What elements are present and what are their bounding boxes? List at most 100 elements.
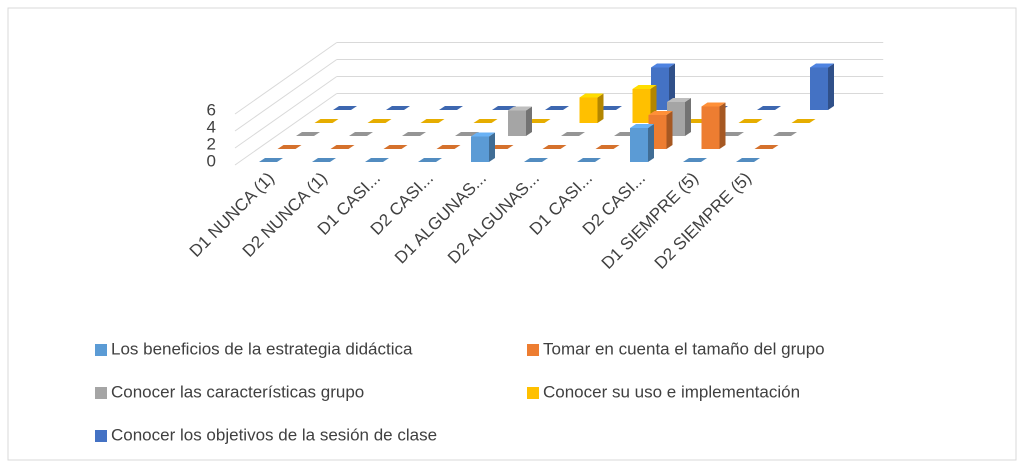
y-tick-label: 0 [207,151,216,170]
bar [579,93,604,123]
grid-line [234,93,338,166]
bar [489,145,514,149]
bar [365,158,389,162]
bar-side [648,124,654,162]
bar-top [365,158,389,162]
bar-top [542,145,567,149]
bar [492,106,516,110]
bar-top [791,119,816,123]
bar-top [595,145,620,149]
legend-label: Conocer las características grupo [111,382,364,401]
bar [436,145,461,149]
legend-swatch [527,344,539,356]
bar-top [526,119,551,123]
bar [277,145,302,149]
bar-top [632,85,657,89]
bar-front [632,89,651,123]
bar-side [526,106,532,136]
bar-top [420,119,445,123]
bar [757,106,781,110]
chart-border [7,7,1017,461]
bar [383,145,408,149]
bar-top [489,145,514,149]
bar [367,119,392,123]
bar-top [296,132,320,136]
bar-top [561,132,585,136]
bar-top [492,106,516,110]
bar [402,132,426,136]
legend-swatch [95,387,107,399]
bar [420,119,445,123]
grid-line [234,76,338,149]
bar-top [471,132,495,137]
bar-top [402,132,426,136]
bar-top [312,158,336,162]
bar-top [757,106,781,110]
bar-top [508,106,532,111]
bar-side [828,63,834,110]
bar [810,63,834,110]
bar-front [701,106,720,149]
bar-top [683,158,707,162]
y-tick-label: 4 [207,117,216,136]
bar [439,106,463,110]
bar [598,106,622,110]
bar [577,158,601,162]
bar-front [471,136,489,162]
bar-top [314,119,339,123]
bar-top [667,98,691,102]
grid-line [234,59,338,132]
bar-front [630,128,648,162]
bar [630,124,654,162]
bar-side [685,98,691,136]
bar-top [524,158,548,162]
bar-top [439,106,463,110]
bar-top [386,106,410,110]
bar-top [579,93,604,98]
bar [561,132,585,136]
y-tick-label: 6 [207,100,216,119]
bar-front [508,110,526,136]
bar-top [436,145,461,149]
bar [508,106,532,136]
legend-label: Los beneficios de la estrategia didáctic… [111,339,413,358]
bar-top [277,145,302,149]
bar [738,119,763,123]
bar [701,102,726,149]
bar [542,145,567,149]
bar-top [418,158,442,162]
bar [455,132,479,136]
bar [524,158,548,162]
bar [720,132,744,136]
bar-top [259,158,283,162]
bar-top [773,132,797,136]
legend-label: Conocer su uso e implementación [543,382,800,401]
bar-top [598,106,622,110]
legend-swatch [95,344,107,356]
y-tick-label: 2 [207,134,216,153]
bar-top [701,102,726,107]
bar [386,106,410,110]
bar-top [349,132,373,136]
bar-top [383,145,408,149]
bar [471,132,495,162]
legend-swatch [527,387,539,399]
bar-side [597,93,604,123]
bar-front [810,67,828,110]
bar-top [736,158,760,162]
bar [333,106,357,110]
bar [526,119,551,123]
bar-top [367,119,392,123]
bar [296,132,320,136]
bar-top [333,106,357,110]
legend-swatch [95,430,107,442]
bar-top [473,119,498,123]
bar [349,132,373,136]
bar-top [630,124,654,128]
legend-label: Tomar en cuenta el tamaño del grupo [543,339,825,358]
bar-top [810,63,834,68]
bar [754,145,779,149]
grid-line [234,42,338,115]
bar [259,158,283,162]
